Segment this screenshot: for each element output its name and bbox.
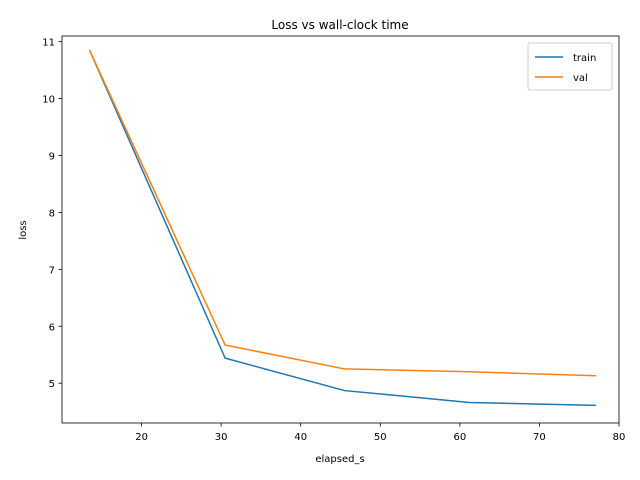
y-tick-label: 11 <box>42 38 55 49</box>
legend: train val <box>528 43 612 90</box>
x-tick-label: 30 <box>215 432 228 443</box>
y-tick-label: 8 <box>49 208 55 219</box>
y-tick-label: 10 <box>42 95 55 106</box>
y-axis-label: loss <box>18 220 29 239</box>
x-tick-label: 20 <box>135 432 148 443</box>
y-tick-label: 9 <box>49 152 55 163</box>
y-tick-label: 7 <box>49 265 55 276</box>
chart-title: Loss vs wall-clock time <box>271 18 408 32</box>
x-tick-label: 70 <box>533 432 546 443</box>
y-tick-label: 5 <box>49 379 55 390</box>
legend-label-val: val <box>573 73 588 84</box>
legend-label-train: train <box>573 53 596 64</box>
x-tick-label: 80 <box>613 432 626 443</box>
x-tick-label: 60 <box>453 432 466 443</box>
y-tick-label: 6 <box>49 322 55 333</box>
x-tick-label: 50 <box>374 432 387 443</box>
legend-box <box>528 43 612 90</box>
x-axis-label: elapsed_s <box>315 454 364 465</box>
x-tick-label: 40 <box>294 432 307 443</box>
